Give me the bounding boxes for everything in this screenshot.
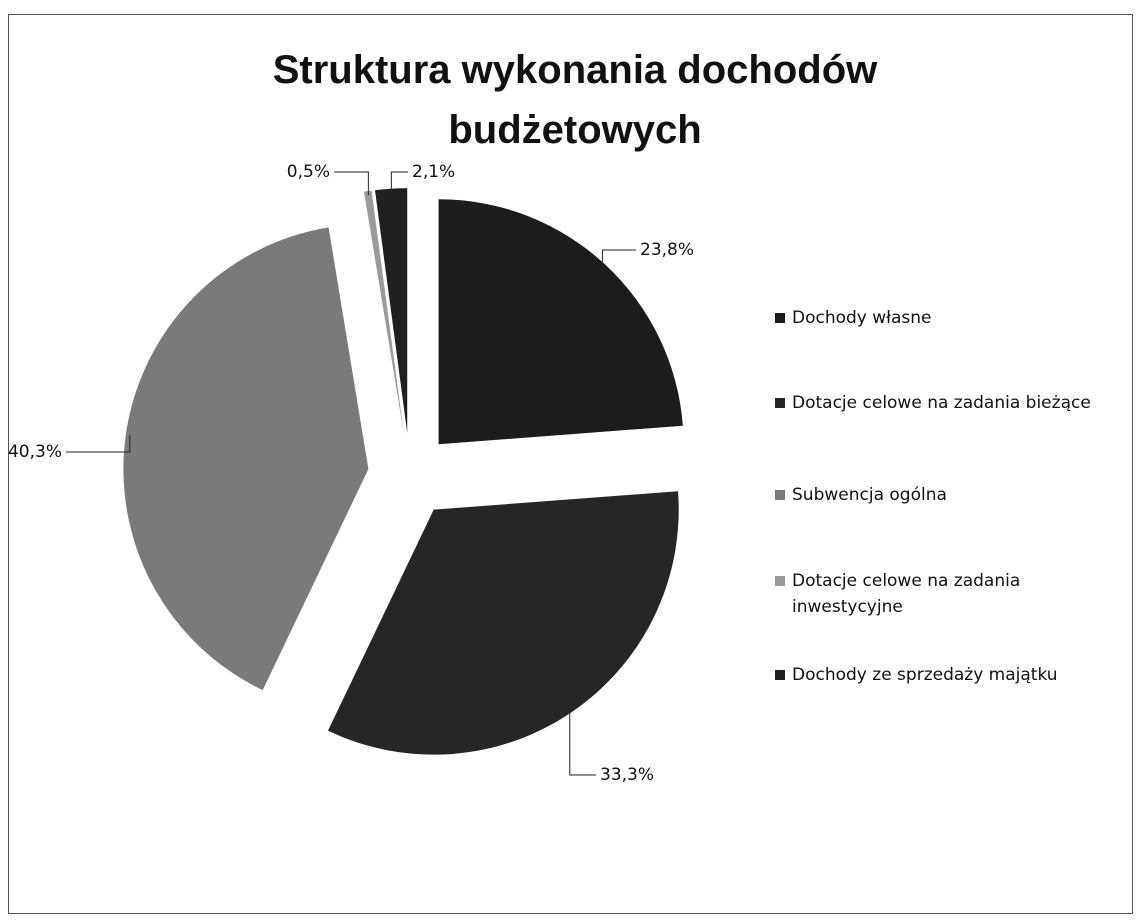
- legend-item: Subwencja ogólna: [775, 482, 947, 508]
- leader-line: [334, 171, 369, 196]
- legend-item: Dotacje celowe na zadania inwestycyjne: [775, 568, 1092, 620]
- legend-item: Dotacje celowe na zadania bieżące: [775, 390, 1092, 416]
- legend-swatch: [775, 490, 785, 500]
- legend-swatch: [775, 670, 785, 680]
- pie-slice: [438, 199, 683, 445]
- legend-swatch: [775, 313, 785, 323]
- data-label: 0,5%: [287, 162, 330, 182]
- legend-label: Dotacje celowe na zadania inwestycyjne: [792, 571, 1021, 617]
- data-label: 2,1%: [412, 162, 455, 182]
- pie-slice: [374, 188, 408, 434]
- pie-slice: [328, 491, 679, 755]
- legend-label: Dochody własne: [792, 308, 932, 328]
- leader-line: [66, 435, 131, 453]
- chart-frame: [8, 14, 1133, 914]
- legend-swatch: [775, 398, 785, 408]
- legend-label: Dochody ze sprzedaży majątku: [792, 665, 1058, 685]
- legend-label: Subwencja ogólna: [792, 485, 947, 505]
- legend-label: Dotacje celowe na zadania bieżące: [792, 393, 1091, 413]
- pie-slice: [123, 227, 369, 691]
- leader-line: [601, 249, 636, 268]
- data-label: 40,3%: [8, 442, 62, 462]
- data-label: 23,8%: [640, 240, 694, 260]
- legend-swatch: [775, 576, 785, 586]
- chart-title: Struktura wykonania dochodów budżetowych: [272, 48, 878, 152]
- pie-slice: [363, 190, 404, 434]
- leader-line: [390, 171, 408, 193]
- legend-item: Dochody własne: [775, 305, 932, 331]
- legend-item: Dochody ze sprzedaży majątku: [775, 662, 1058, 688]
- leader-line: [569, 708, 596, 776]
- data-label: 33,3%: [600, 765, 654, 785]
